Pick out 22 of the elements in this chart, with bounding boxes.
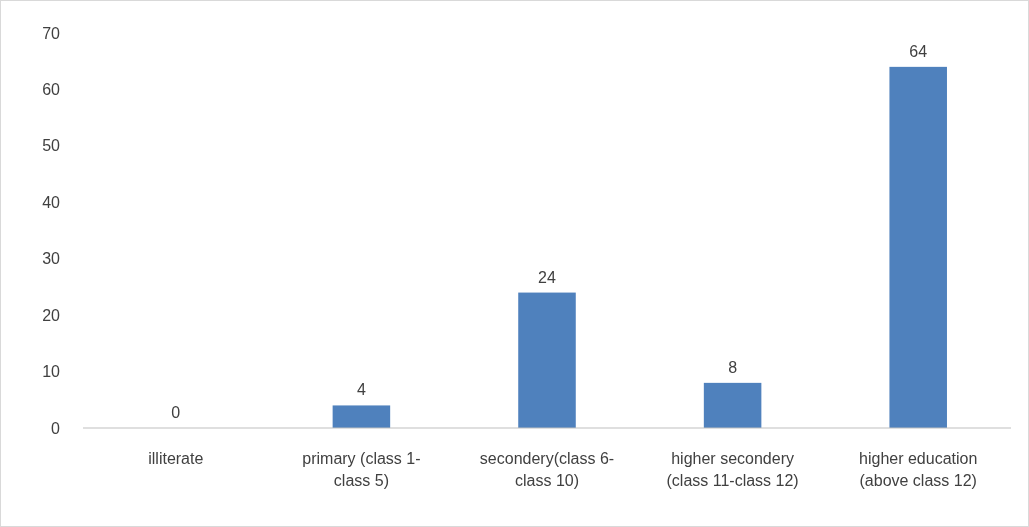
y-tick-label: 50 <box>42 137 61 155</box>
y-tick-label: 30 <box>42 250 61 268</box>
y-tick-label: 20 <box>42 306 61 324</box>
x-tick-label: higher education (above class 12) <box>859 450 978 489</box>
data-label: 64 <box>909 42 928 60</box>
data-label: 4 <box>356 381 366 399</box>
y-tick-label: 40 <box>42 193 61 211</box>
bar <box>889 66 947 428</box>
data-label: 24 <box>538 268 556 286</box>
data-label: 8 <box>728 358 738 376</box>
y-tick-label: 10 <box>42 363 61 381</box>
y-tick-label: 70 <box>42 24 61 42</box>
x-tick-label: secondery(class 6-class 10) <box>479 450 615 489</box>
x-tick-label: illiterate <box>148 450 204 467</box>
y-tick-label: 0 <box>51 419 61 437</box>
data-label: 0 <box>171 404 181 421</box>
y-tick-label: 60 <box>42 81 61 99</box>
x-tick-label: primary (class 1-class 5) <box>302 450 421 489</box>
bar <box>332 405 391 428</box>
x-tick-label: higher secondery (class 11-class 12) <box>666 450 799 489</box>
bar <box>518 292 576 428</box>
bar <box>703 382 762 428</box>
